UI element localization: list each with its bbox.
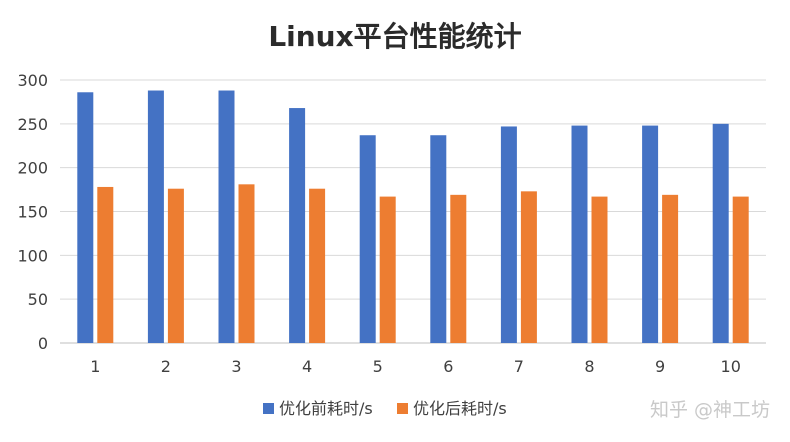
bar-series1-5 xyxy=(359,135,376,343)
legend: 优化前耗时/s 优化后耗时/s xyxy=(263,399,507,418)
watermark: 知乎 @神工坊 xyxy=(650,399,770,421)
legend-swatch-2 xyxy=(397,403,408,414)
bar-series1-9 xyxy=(642,125,659,343)
y-axis-ticks: 0 50 100 150 200 250 300 xyxy=(17,71,48,353)
legend-label-1: 优化前耗时/s xyxy=(279,399,373,418)
bar-series1-6 xyxy=(430,135,447,343)
y-tick-label: 150 xyxy=(17,203,48,222)
x-tick-label: 9 xyxy=(655,357,665,376)
bar-series1-3 xyxy=(218,90,235,344)
bar-series2-9 xyxy=(662,194,679,343)
bar-series1-1 xyxy=(77,92,94,343)
bar-series1-7 xyxy=(500,126,517,343)
x-tick-label: 2 xyxy=(161,357,171,376)
bar-series2-1 xyxy=(97,186,114,343)
x-axis-ticks: 1 2 3 4 5 6 7 8 9 10 xyxy=(90,357,741,376)
bar-series1-4 xyxy=(289,108,306,343)
legend-swatch-1 xyxy=(263,403,274,414)
bar-series2-4 xyxy=(309,188,326,343)
y-tick-label: 250 xyxy=(17,115,48,134)
y-tick-label: 200 xyxy=(17,159,48,178)
x-tick-label: 1 xyxy=(90,357,100,376)
y-tick-label: 50 xyxy=(28,290,48,309)
y-tick-label: 300 xyxy=(17,71,48,90)
bar-series2-2 xyxy=(167,188,184,343)
bar-series2-8 xyxy=(591,196,608,343)
y-tick-label: 100 xyxy=(17,246,48,265)
bar-series2-6 xyxy=(450,194,467,343)
x-tick-label: 10 xyxy=(721,357,741,376)
y-tick-label: 0 xyxy=(38,334,48,353)
x-tick-label: 5 xyxy=(373,357,383,376)
bar-series2-3 xyxy=(238,184,255,343)
chart-title: Linux平台性能统计 xyxy=(268,20,521,53)
bar-series1-8 xyxy=(571,125,588,343)
legend-label-2: 优化后耗时/s xyxy=(413,399,507,418)
x-tick-label: 7 xyxy=(514,357,524,376)
x-tick-label: 6 xyxy=(443,357,453,376)
bar-series2-7 xyxy=(520,191,537,343)
bar-series2-5 xyxy=(379,196,396,343)
x-tick-label: 8 xyxy=(584,357,594,376)
gridlines xyxy=(60,79,766,344)
bar-series2-10 xyxy=(732,196,749,343)
bars xyxy=(77,90,749,344)
bar-series1-10 xyxy=(712,123,729,343)
bar-series1-2 xyxy=(147,90,164,344)
x-tick-label: 3 xyxy=(231,357,241,376)
x-tick-label: 4 xyxy=(302,357,312,376)
